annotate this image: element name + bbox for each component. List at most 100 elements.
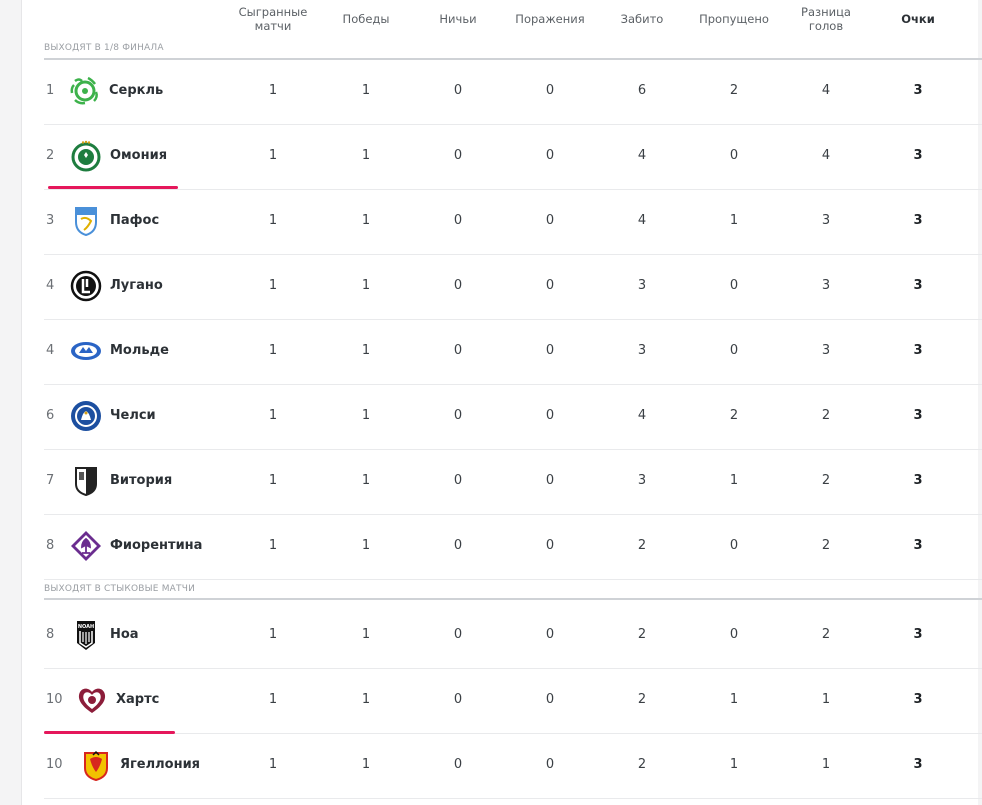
team-name[interactable]: Лугано <box>110 278 163 293</box>
cell-losses: 0 <box>545 148 555 163</box>
cell-draws: 0 <box>453 757 463 772</box>
cell-losses: 0 <box>545 538 555 553</box>
section-label-playoff: ВЫХОДЯТ В СТЫКОВЫЕ МАТЧИ <box>44 584 196 594</box>
table-row[interactable]: 4 Мольде 1 1 0 0 3 0 3 3 <box>44 319 982 385</box>
cercle-logo-icon[interactable] <box>69 75 101 107</box>
cell-diff: 3 <box>821 343 831 358</box>
cell-wins: 1 <box>361 343 371 358</box>
cell-scored: 4 <box>637 148 647 163</box>
team-name[interactable]: Ноа <box>110 627 139 642</box>
cell-draws: 0 <box>453 83 463 98</box>
molde-logo-icon[interactable] <box>70 335 102 367</box>
cell-scored: 6 <box>637 83 647 98</box>
team-position: 3 <box>46 213 55 228</box>
cell-diff: 3 <box>821 213 831 228</box>
cell-draws: 0 <box>453 538 463 553</box>
table-row[interactable]: 7 Витория 1 1 0 0 3 1 2 3 <box>44 449 982 515</box>
cell-losses: 0 <box>545 83 555 98</box>
jagiellonia-logo-icon[interactable] <box>80 749 112 781</box>
column-goal-diff-line1: Разница <box>801 5 851 19</box>
cell-scored: 4 <box>637 408 647 423</box>
column-draws[interactable]: Ничьи <box>439 12 477 26</box>
cell-draws: 0 <box>453 473 463 488</box>
team-name[interactable]: Челси <box>110 408 156 423</box>
column-played-line2: матчи <box>254 19 292 33</box>
cell-played: 1 <box>268 148 278 163</box>
team-name[interactable]: Фиорентина <box>110 538 203 553</box>
cell-diff: 2 <box>821 408 831 423</box>
team-position: 10 <box>46 692 63 707</box>
section-divider <box>44 598 982 600</box>
team-name[interactable]: Витория <box>110 473 173 488</box>
cell-wins: 1 <box>361 148 371 163</box>
cell-points: 3 <box>913 278 923 293</box>
cell-diff: 4 <box>821 148 831 163</box>
column-scored[interactable]: Забито <box>620 12 664 26</box>
cell-points: 3 <box>913 343 923 358</box>
cell-conceded: 2 <box>729 408 739 423</box>
cell-wins: 1 <box>361 83 371 98</box>
table-row[interactable]: 8 NOAH Ноа 1 1 0 0 2 0 2 3 <box>44 603 982 669</box>
table-row[interactable]: 2 Омония 1 1 0 0 4 0 4 3 <box>44 124 982 190</box>
cell-losses: 0 <box>545 692 555 707</box>
team-position: 4 <box>46 278 55 293</box>
cell-points: 3 <box>913 473 923 488</box>
cell-wins: 1 <box>361 213 371 228</box>
table-row[interactable]: 10 Хартс 1 1 0 0 2 1 1 3 <box>44 668 982 734</box>
cell-points: 3 <box>913 757 923 772</box>
team-name[interactable]: Омония <box>110 148 168 163</box>
cell-scored: 2 <box>637 627 647 642</box>
cell-points: 3 <box>913 83 923 98</box>
cell-points: 3 <box>913 148 923 163</box>
cell-losses: 0 <box>545 213 555 228</box>
team-name[interactable]: Пафос <box>110 213 160 228</box>
team-name[interactable]: Хартс <box>116 692 160 707</box>
right-edge <box>978 0 982 805</box>
team-position: 4 <box>46 343 55 358</box>
cell-losses: 0 <box>545 473 555 488</box>
cell-points: 3 <box>913 692 923 707</box>
qualification-marker-line <box>44 731 175 734</box>
team-name[interactable]: Мольде <box>110 343 169 358</box>
noah-logo-icon[interactable]: NOAH <box>70 619 102 651</box>
fiorentina-logo-icon[interactable] <box>70 530 102 562</box>
cell-diff: 2 <box>821 627 831 642</box>
cell-conceded: 0 <box>729 278 739 293</box>
cell-wins: 1 <box>361 278 371 293</box>
lugano-logo-icon[interactable] <box>70 270 102 302</box>
cell-scored: 3 <box>637 278 647 293</box>
cell-played: 1 <box>268 213 278 228</box>
cell-draws: 0 <box>453 343 463 358</box>
column-goal-diff[interactable]: Разница голов <box>776 5 876 33</box>
cell-scored: 2 <box>637 692 647 707</box>
omonia-logo-icon[interactable] <box>70 140 102 172</box>
hearts-logo-icon[interactable] <box>76 684 108 716</box>
cell-draws: 0 <box>453 627 463 642</box>
cell-conceded: 0 <box>729 538 739 553</box>
column-conceded[interactable]: Пропущено <box>699 12 769 26</box>
table-row[interactable]: 4 Лугано 1 1 0 0 3 0 3 3 <box>44 254 982 320</box>
column-points[interactable]: Очки <box>901 12 935 26</box>
svg-text:NOAH: NOAH <box>78 624 94 630</box>
table-row[interactable]: 3 Пафос 1 1 0 0 4 1 3 3 <box>44 189 982 255</box>
cell-played: 1 <box>268 538 278 553</box>
left-gutter <box>0 0 22 805</box>
team-name[interactable]: Серкль <box>109 83 164 98</box>
table-row[interactable]: 6 Челси 1 1 0 0 4 2 2 3 <box>44 384 982 450</box>
column-played[interactable]: Сыгранные матчи <box>223 5 323 33</box>
chelsea-logo-icon[interactable] <box>70 400 102 432</box>
table-row[interactable]: 1 Серкль 1 1 0 0 6 2 4 3 <box>44 59 982 125</box>
column-losses[interactable]: Поражения <box>515 12 585 26</box>
cell-wins: 1 <box>361 408 371 423</box>
cell-points: 3 <box>913 627 923 642</box>
cell-points: 3 <box>913 408 923 423</box>
cell-wins: 1 <box>361 627 371 642</box>
pafos-logo-icon[interactable] <box>70 205 102 237</box>
table-row[interactable]: 8 Фиорентина 1 1 0 0 2 0 2 3 <box>44 514 982 580</box>
vitoria-logo-icon[interactable] <box>70 465 102 497</box>
section-label-round-of-16: ВЫХОДЯТ В 1/8 ФИНАЛА <box>44 43 164 53</box>
team-name[interactable]: Ягеллония <box>120 757 201 772</box>
table-row[interactable]: 10 Ягеллония 1 1 0 0 2 1 1 3 <box>44 733 982 799</box>
column-wins[interactable]: Победы <box>342 12 390 26</box>
cell-draws: 0 <box>453 692 463 707</box>
